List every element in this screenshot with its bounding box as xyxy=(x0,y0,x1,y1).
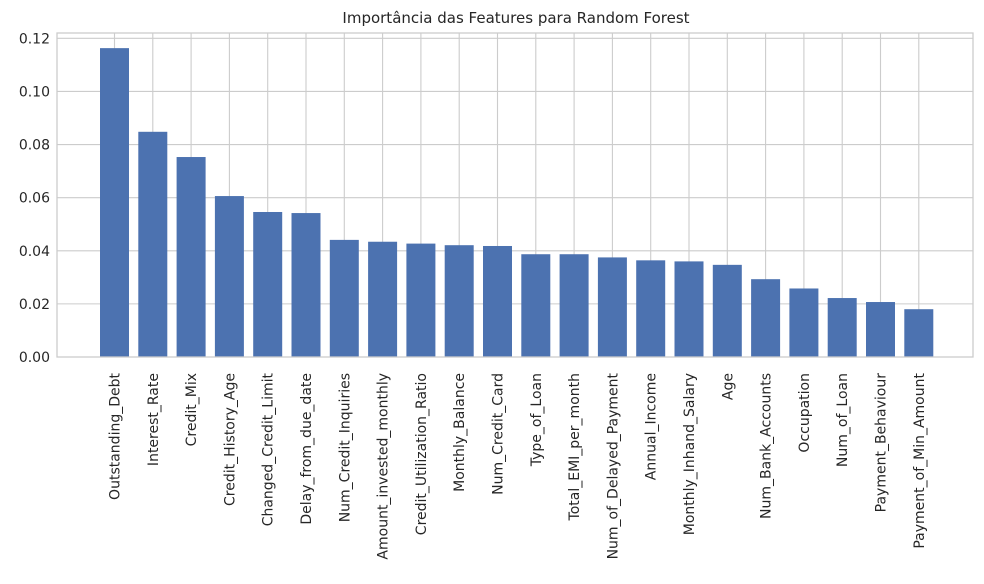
x-tick-label: Delay_from_due_date xyxy=(299,373,315,525)
bars-layer xyxy=(100,48,934,358)
plot-frame xyxy=(56,32,974,358)
x-tick-label: Changed_Credit_Limit xyxy=(261,372,277,526)
x-tick-label: Num_of_Loan xyxy=(835,373,851,467)
bar-num-credit-card xyxy=(483,245,512,357)
x-tick-label: Annual_Income xyxy=(644,373,660,480)
x-tick-label: Num_Bank_Accounts xyxy=(759,373,775,519)
x-tick-label: Interest_Rate xyxy=(146,373,162,466)
x-tick-label: Num_Credit_Card xyxy=(491,373,507,495)
x-tick-label: Age xyxy=(720,373,736,400)
bar-monthly-balance xyxy=(444,245,474,357)
x-tick-label: Outstanding_Debt xyxy=(108,373,124,500)
y-tick-label: 0.10 xyxy=(19,84,50,100)
bar-annual-income xyxy=(636,260,666,357)
x-tick-label: Credit_History_Age xyxy=(222,373,238,506)
bar-credit-history-age xyxy=(214,196,244,357)
bar-total-emi-per-month xyxy=(559,254,589,357)
bar-num-of-loan xyxy=(827,298,857,357)
chart-title: Importância das Features para Random For… xyxy=(342,9,689,27)
bar-num-of-delayed-payment xyxy=(597,257,627,357)
x-tick-label: Payment_of_Min_Amount xyxy=(912,373,928,549)
bar-payment-behaviour xyxy=(866,302,895,357)
y-tick-label: 0.06 xyxy=(19,191,50,207)
bar-monthly-inhand-salary xyxy=(674,261,704,357)
x-tick-label: Num_Credit_Inquiries xyxy=(337,373,353,522)
x-tick-label: Amount_invested_monthly xyxy=(376,373,392,560)
bar-num-bank-accounts xyxy=(751,279,781,357)
bar-amount-invested-monthly xyxy=(368,241,398,357)
x-tick-label: Num_of_Delayed_Payment xyxy=(605,372,621,559)
x-tick-label: Total_EMI_per_month xyxy=(567,373,583,521)
y-axis: 0.00 0.02 0.04 0.06 0.08 0.10 0.12 xyxy=(19,31,50,366)
y-tick-label: 0.02 xyxy=(19,297,50,313)
bar-num-credit-inquiries xyxy=(329,239,359,357)
y-tick-label: 0.08 xyxy=(19,138,50,154)
y-tick-label: 0.12 xyxy=(19,31,50,47)
bar-interest-rate xyxy=(138,131,168,357)
bar-changed-credit-limit xyxy=(253,211,283,357)
y-tick-label: 0.04 xyxy=(19,244,50,260)
x-tick-label: Credit_Utilization_Ratio xyxy=(414,373,430,535)
bar-credit-utilization-ratio xyxy=(406,243,436,357)
x-tick-label: Monthly_Balance xyxy=(452,373,468,492)
y-tick-label: 0.00 xyxy=(19,350,50,366)
bar-outstanding-debt xyxy=(100,48,129,358)
x-tick-label: Credit_Mix xyxy=(184,373,200,446)
bar-payment-of-min-amount xyxy=(904,309,934,357)
x-axis: Outstanding_Debt Interest_Rate Credit_Mix C… xyxy=(108,372,928,559)
x-tick-label: Type_of_Loan xyxy=(529,373,545,467)
x-tick-label: Monthly_Inhand_Salary xyxy=(682,373,698,535)
bar-age xyxy=(712,264,742,357)
x-tick-label: Payment_Behaviour xyxy=(874,373,890,513)
bar-credit-mix xyxy=(176,157,206,357)
bar-type-of-loan xyxy=(521,254,551,357)
bar-occupation xyxy=(789,288,819,357)
bar-delay-from-due-date xyxy=(291,213,321,357)
x-tick-label: Occupation xyxy=(797,373,813,453)
